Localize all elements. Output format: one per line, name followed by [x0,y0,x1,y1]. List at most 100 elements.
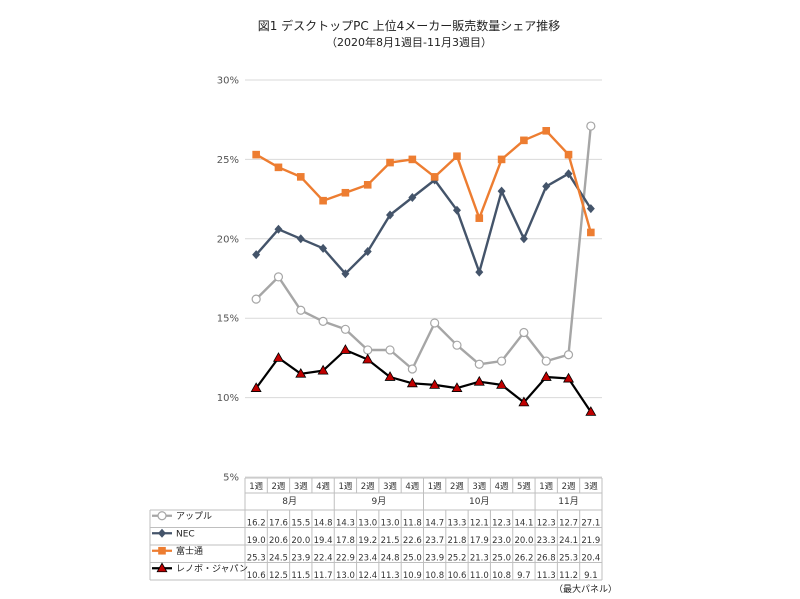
data-point [520,136,528,145]
data-point [157,511,167,521]
data-label: 11.7 [314,571,333,581]
data-point [295,367,307,378]
data-label: 25.0 [403,554,422,564]
data-point [475,267,484,277]
data-label: 19.0 [247,536,266,546]
x-tick-label: 3週 [472,482,486,492]
data-point [519,234,528,244]
panel-note: （最大パネル） [554,583,617,595]
series-line [255,129,592,233]
data-point [496,379,508,389]
y-tick-label: 15% [217,314,239,325]
data-point [542,127,551,135]
series-line [255,348,592,413]
legend-label: NEC [176,529,195,539]
data-label: 12.3 [492,519,511,529]
data-label: 21.9 [581,536,600,546]
data-label: 10.8 [425,571,444,581]
x-tick-label: 2週 [272,482,286,492]
data-point [408,155,417,164]
data-label: 12.5 [269,571,288,581]
series-triangle [250,344,597,416]
x-tick-label: 5週 [517,482,531,492]
data-point [319,243,328,253]
data-label: 23.7 [425,536,444,546]
data-point [451,382,463,392]
data-label: 21.3 [470,554,489,564]
data-point [586,204,595,214]
data-point [563,350,574,360]
data-label: 23.0 [492,536,511,546]
x-tick-label: 1週 [428,482,442,492]
series-circle [251,121,596,374]
data-table: 1週 2週 3週 4週 1週 2週 3週 4週 1週 2週 3週 4週 5週 1週 2週 3週 8月 9月 10月 1… [149,477,603,581]
y-tick-label: 20% [217,234,239,245]
data-point [252,250,261,260]
data-label: 16.2 [247,519,266,529]
data-point [474,359,484,369]
data-label: 20.0 [514,536,533,546]
data-label: 10.9 [403,571,422,581]
chart-subtitle: （2020年8月1週目-11月3週目） [326,35,492,49]
data-point [386,158,394,167]
data-point [406,377,418,388]
data-point [497,186,506,196]
data-label: 20.6 [269,536,288,546]
data-label: 17.6 [269,519,288,529]
data-label: 27.1 [581,519,600,529]
data-label: 9.7 [517,571,531,581]
data-label: 25.2 [448,554,467,564]
data-label: 25.3 [559,554,578,564]
data-label: 21.8 [448,536,467,546]
x-tick-label: 2週 [450,482,464,492]
series-diamond [252,169,595,279]
data-label: 13.3 [448,519,467,529]
legend-label: 富士通 [176,545,203,557]
data-label: 23.3 [537,536,556,546]
x-tick-label: 2週 [562,482,576,492]
data-point [384,371,396,381]
data-point [541,356,551,366]
data-point [363,247,372,257]
data-point [587,228,595,237]
data-point [542,181,551,191]
data-point [407,364,417,374]
data-label: 13.0 [381,519,400,529]
data-point [518,396,530,407]
data-label: 12.4 [358,571,377,581]
data-point [296,234,305,244]
data-point [452,340,462,350]
data-label: 26.2 [514,554,533,564]
month-label: 11月 [558,496,578,507]
data-label: 11.3 [381,571,400,581]
data-point [430,318,440,328]
data-label: 22.9 [336,554,355,564]
data-point [497,155,506,164]
data-point [250,382,262,392]
data-point [317,364,329,375]
data-label: 25.3 [247,554,266,564]
data-label: 14.8 [314,519,333,529]
data-point [386,210,395,220]
data-point [519,327,529,338]
data-point [274,224,283,234]
data-label: 14.7 [425,519,444,529]
data-label: 11.8 [403,519,422,529]
data-label: 20.0 [291,536,310,546]
data-label: 12.7 [559,519,578,529]
data-point [158,546,166,555]
data-point [272,352,284,362]
data-point [296,173,305,181]
data-point [274,163,283,172]
data-point [453,152,461,161]
series-square [252,127,595,237]
data-label: 13.0 [336,571,355,581]
data-label: 24.8 [381,554,400,564]
data-point [363,181,372,189]
data-label: 11.5 [291,571,310,581]
data-point [296,305,306,315]
y-tick-label: 30% [217,76,239,87]
x-tick-label: 1週 [338,482,352,492]
data-point [430,173,439,181]
data-label: 14.1 [514,519,533,529]
